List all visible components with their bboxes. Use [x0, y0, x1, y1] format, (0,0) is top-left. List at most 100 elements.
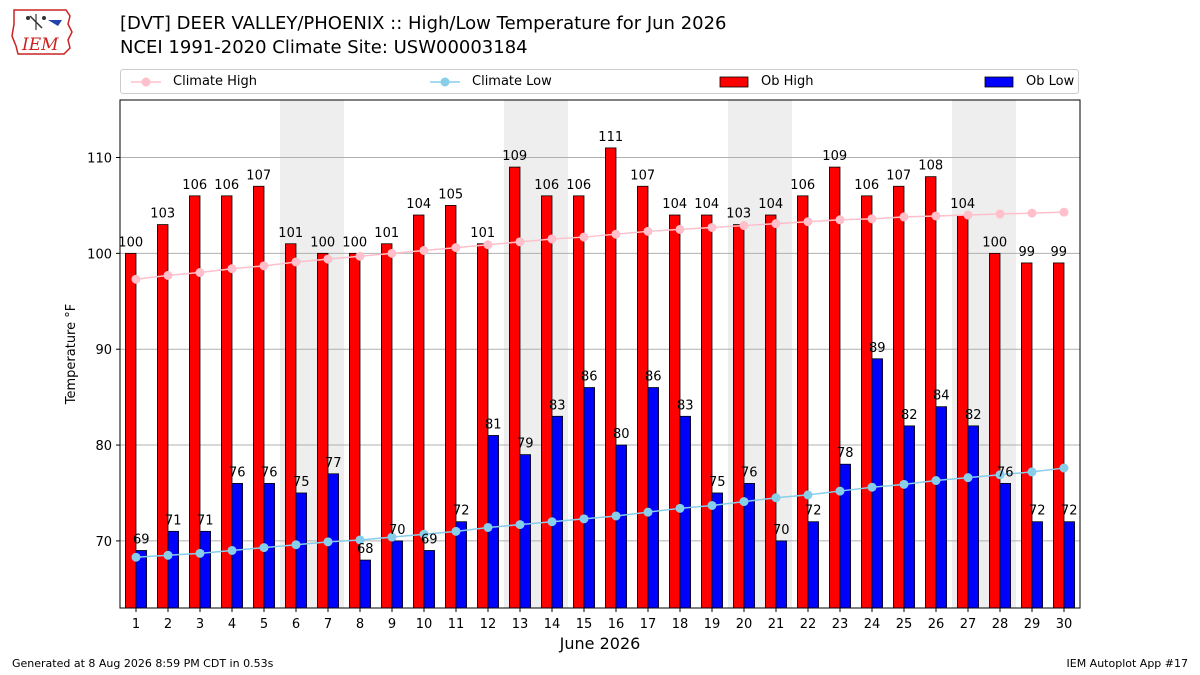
climate-low-point-7	[323, 537, 333, 547]
ob-low-bar-15	[583, 387, 595, 609]
climate-high-point-29	[1027, 208, 1037, 218]
ob-high-label-8: 100	[342, 235, 367, 250]
ob-high-bar-25	[893, 185, 905, 609]
y-tick-label-80: 80	[95, 439, 112, 454]
ob-high-bar-9	[381, 243, 393, 609]
legend: Climate High Climate Low Ob High Ob Low	[120, 69, 1079, 94]
legend-ob-high-swatch	[719, 76, 749, 88]
ob-low-label-15: 86	[581, 370, 598, 385]
climate-low-point-11	[451, 526, 461, 536]
climate-low-point-4	[227, 545, 237, 555]
x-tick-label-26: 26	[928, 617, 945, 632]
x-tick-label-4: 4	[228, 617, 236, 632]
ob-low-label-12: 81	[485, 417, 502, 432]
ob-high-label-22: 106	[790, 178, 815, 193]
ob-high-bar-15	[573, 195, 585, 609]
ob-low-label-2: 71	[165, 513, 182, 528]
ob-low-label-19: 75	[709, 475, 726, 490]
ob-low-label-1: 69	[133, 532, 150, 547]
climate-high-point-2	[163, 270, 173, 280]
ob-high-bar-22	[797, 195, 809, 609]
ob-low-bar-8	[359, 559, 371, 609]
logo-text: IEM	[21, 35, 59, 55]
ob-high-label-6: 101	[278, 226, 303, 241]
ob-high-bar-28	[989, 252, 1001, 609]
x-tick-label-7: 7	[324, 617, 332, 632]
climate-low-point-2	[163, 550, 173, 560]
climate-low-point-6	[291, 540, 301, 550]
legend-climate-high-marker	[131, 77, 161, 87]
legend-climate-low-label: Climate Low	[472, 74, 552, 89]
climate-low-point-27	[963, 473, 973, 483]
x-tick-label-9: 9	[388, 617, 396, 632]
ob-high-label-17: 107	[630, 168, 655, 183]
climate-low-point-10	[419, 529, 429, 539]
ob-high-label-13: 109	[502, 149, 527, 164]
climate-high-point-18	[675, 224, 685, 234]
ob-low-bar-22	[807, 521, 819, 609]
ob-high-label-16: 111	[598, 130, 623, 145]
ob-high-label-19: 104	[694, 197, 719, 212]
climate-low-point-5	[259, 543, 269, 553]
ob-high-label-18: 104	[662, 197, 687, 212]
ob-low-label-3: 71	[197, 513, 214, 528]
ob-low-label-5: 76	[261, 465, 278, 480]
climate-high-point-28	[995, 209, 1005, 219]
x-tick-label-22: 22	[800, 617, 817, 632]
climate-low-point-26	[931, 476, 941, 486]
climate-high-point-4	[227, 264, 237, 274]
climate-high-point-22	[803, 217, 813, 227]
ob-high-bar-10	[413, 214, 425, 609]
climate-high-point-1	[131, 274, 141, 284]
ob-high-label-27: 104	[950, 197, 975, 212]
ob-low-bar-6	[295, 492, 307, 609]
climate-high-line	[135, 211, 1065, 280]
climate-low-point-1	[131, 552, 141, 562]
climate-high-point-3	[195, 268, 205, 278]
ob-high-label-4: 106	[214, 178, 239, 193]
ob-low-bar-16	[615, 444, 627, 609]
x-tick-label-24: 24	[864, 617, 881, 632]
climate-low-line	[135, 467, 1065, 558]
climate-low-point-25	[899, 479, 909, 489]
x-tick-label-2: 2	[164, 617, 172, 632]
ob-low-label-23: 78	[837, 446, 854, 461]
x-tick-label-5: 5	[260, 617, 268, 632]
ob-high-label-7: 100	[310, 235, 335, 250]
climate-low-point-15	[579, 514, 589, 524]
climate-low-point-24	[867, 482, 877, 492]
x-tick-label-12: 12	[480, 617, 497, 632]
x-tick-label-16: 16	[608, 617, 625, 632]
ob-high-label-25: 107	[886, 168, 911, 183]
ob-low-label-25: 82	[901, 408, 918, 423]
climate-low-point-21	[771, 493, 781, 503]
ob-high-bar-13	[509, 166, 521, 609]
ob-low-label-4: 76	[229, 465, 246, 480]
ob-low-label-18: 83	[677, 398, 694, 413]
climate-low-point-3	[195, 548, 205, 558]
ob-high-label-9: 101	[374, 226, 399, 241]
ob-low-label-21: 70	[773, 523, 790, 538]
ob-low-label-20: 76	[741, 465, 758, 480]
climate-low-point-23	[835, 486, 845, 496]
ob-low-bar-28	[999, 482, 1011, 609]
climate-high-point-24	[867, 214, 877, 224]
ob-low-label-28: 76	[997, 465, 1014, 480]
ob-high-label-12: 101	[470, 226, 495, 241]
ob-low-label-11: 72	[453, 504, 470, 519]
x-tick-label-6: 6	[292, 617, 300, 632]
x-tick-label-1: 1	[132, 617, 140, 632]
climate-high-point-26	[931, 211, 941, 221]
ob-high-label-24: 106	[854, 178, 879, 193]
ob-low-label-6: 75	[293, 475, 310, 490]
ob-high-label-14: 106	[534, 178, 559, 193]
ob-low-bar-21	[775, 540, 787, 609]
y-tick-label-70: 70	[95, 535, 112, 550]
x-tick-label-23: 23	[832, 617, 849, 632]
ob-high-bar-3	[189, 195, 201, 609]
ob-low-bar-19	[711, 492, 723, 609]
ob-low-bar-4	[231, 482, 243, 609]
climate-high-point-7	[323, 254, 333, 264]
ob-high-bar-21	[765, 214, 777, 609]
